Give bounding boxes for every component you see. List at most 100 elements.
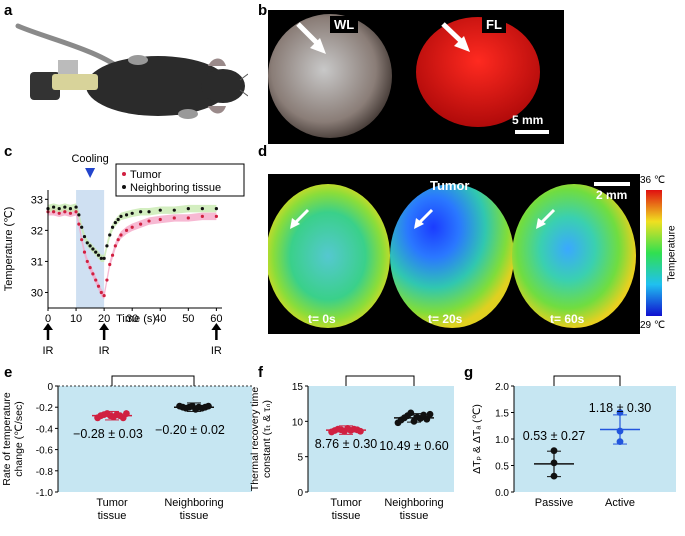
x-tick-label: 60 [210, 313, 222, 325]
panel-label-e: e [4, 364, 13, 381]
data-point-tumor [124, 228, 129, 232]
fl-label: FL [482, 16, 506, 33]
category-label: tissue [98, 510, 127, 522]
significance-star: * [585, 370, 590, 376]
legend-marker [122, 172, 126, 176]
y-tick-label: -0.2 [36, 403, 54, 414]
ir-label: IR [99, 345, 110, 357]
y-axis-label: Rate of temperature [1, 392, 13, 486]
thermal-images: Tumor 2 mm t= 0s t= 20s t= 60s [266, 174, 640, 334]
cooling-arrow [85, 168, 96, 178]
panel-label-a: a [4, 2, 13, 19]
mean-annotation: 1.18 ± 0.30 [589, 401, 652, 415]
colorbar [646, 190, 662, 316]
y-axis-label: change (℃/sec) [13, 401, 25, 476]
thermal-maps [266, 182, 636, 328]
y-tick-label: 30 [31, 287, 43, 299]
data-point-tumor [80, 238, 84, 242]
data-point [205, 402, 212, 410]
category-label: Neighboring [384, 497, 443, 509]
mouse-illustration [15, 23, 248, 119]
data-point-tumor [94, 278, 98, 282]
data-point-neighbor [105, 244, 109, 248]
panel-label-f: f [258, 364, 263, 381]
data-point-neighbor [88, 244, 92, 248]
data-point-tumor [200, 214, 204, 218]
data-point-neighbor [172, 208, 176, 212]
y-axis-label: constant (τₜ & τₙ) [261, 400, 273, 478]
data-point-neighbor [80, 225, 84, 229]
data-point-tumor [214, 214, 218, 218]
scale-bar-label: 5 mm [512, 113, 544, 127]
data-point-tumor [119, 233, 123, 237]
data-point-tumor [96, 284, 101, 288]
legend-marker [122, 185, 126, 189]
data-point-neighbor [110, 225, 115, 229]
data-point-neighbor [82, 234, 87, 239]
x-tick-label: 40 [154, 313, 166, 325]
data-point-tumor [77, 222, 81, 226]
data-point [407, 409, 415, 417]
y-tick-label: -0.4 [36, 424, 54, 435]
y-tick-label: 15 [292, 382, 304, 393]
data-point-neighbor [108, 233, 112, 237]
y-tick-label: 31 [31, 256, 43, 268]
x-axis-label: Time (s) [116, 313, 156, 325]
wl-label: WL [330, 16, 359, 33]
cooling-label: Cooling [71, 153, 108, 165]
category-label: tissue [332, 510, 361, 522]
data-point [550, 447, 558, 455]
data-point-neighbor [116, 217, 120, 222]
thermal-title: Tumor [430, 178, 470, 193]
colorbar-min: 29 ℃ [640, 320, 666, 331]
significance-bracket [553, 375, 621, 386]
mean-annotation: 0.53 ± 0.27 [523, 429, 586, 443]
data-point-neighbor [147, 210, 151, 214]
ir-label: IR [43, 345, 54, 357]
data-point-neighbor [96, 253, 101, 257]
data-point-neighbor [74, 205, 78, 209]
data-point [357, 427, 364, 435]
data-point-tumor [172, 216, 176, 220]
x-tick-label: 50 [182, 313, 194, 325]
data-point-neighbor [63, 205, 67, 209]
y-tick-label: 2.0 [495, 382, 509, 393]
y-tick-label: 33 [31, 194, 43, 206]
category-label: tissue [400, 510, 429, 522]
y-tick-label: -0.8 [36, 467, 54, 478]
y-tick-label: 0 [297, 488, 303, 499]
category-label: Active [605, 497, 635, 509]
plot-background [58, 386, 252, 492]
y-axis-label: Temperature (℃) [3, 207, 15, 292]
time-label-0: t= 0s [308, 312, 336, 326]
data-point [426, 410, 434, 418]
data-point-tumor [116, 238, 120, 242]
chart-temperature-time: Cooling 30 31 32 33 0 10 20 30 40 50 60 Time (s) Temp… [3, 153, 245, 357]
data-point-neighbor [99, 256, 103, 260]
error-band-0 [48, 208, 217, 300]
chart-delta-temp: 0.0 0.5 1.0 1.5 2.0 ΔTₚ & ΔTₐ (℃) 0.53 ± 0.27 P… [471, 370, 676, 509]
data-point-tumor [63, 210, 67, 214]
panel-label-c: c [4, 143, 13, 160]
time-label-60: t= 60s [550, 312, 585, 326]
category-label: Passive [535, 497, 574, 509]
data-point-tumor [130, 225, 134, 229]
data-point-tumor [52, 210, 56, 214]
x-tick-label: 20 [98, 313, 110, 325]
data-point-neighbor [68, 207, 73, 211]
category-label: Tumor [330, 497, 362, 509]
data-point-neighbor [85, 241, 89, 245]
panel-label-g: g [464, 364, 474, 381]
data-point-neighbor [124, 213, 129, 217]
data-point-tumor [85, 259, 89, 264]
y-tick-label: 0.5 [495, 462, 509, 473]
data-point [616, 409, 624, 416]
y-axis-label: ΔTₚ & ΔTₐ (℃) [471, 404, 483, 474]
data-point-tumor [99, 290, 103, 295]
data-point-tumor [186, 216, 190, 220]
panel-label-d: d [258, 143, 268, 160]
data-point-neighbor [200, 207, 204, 211]
plot-background [308, 386, 454, 492]
data-point-tumor [57, 211, 61, 215]
mean-annotation: 10.49 ± 0.60 [379, 439, 448, 453]
